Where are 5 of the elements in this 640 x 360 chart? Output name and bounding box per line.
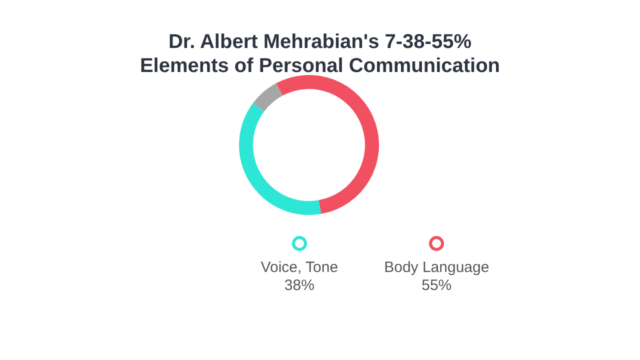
legend-label: Voice, Tone	[260, 259, 338, 277]
data-label: 38%	[284, 277, 314, 295]
legend-label: Body Language	[384, 259, 490, 277]
chart-title: Dr. Albert Mehrabian's 7-38-55% Elements of Personal Communication	[138, 30, 502, 78]
data-label: 55%	[422, 277, 452, 295]
